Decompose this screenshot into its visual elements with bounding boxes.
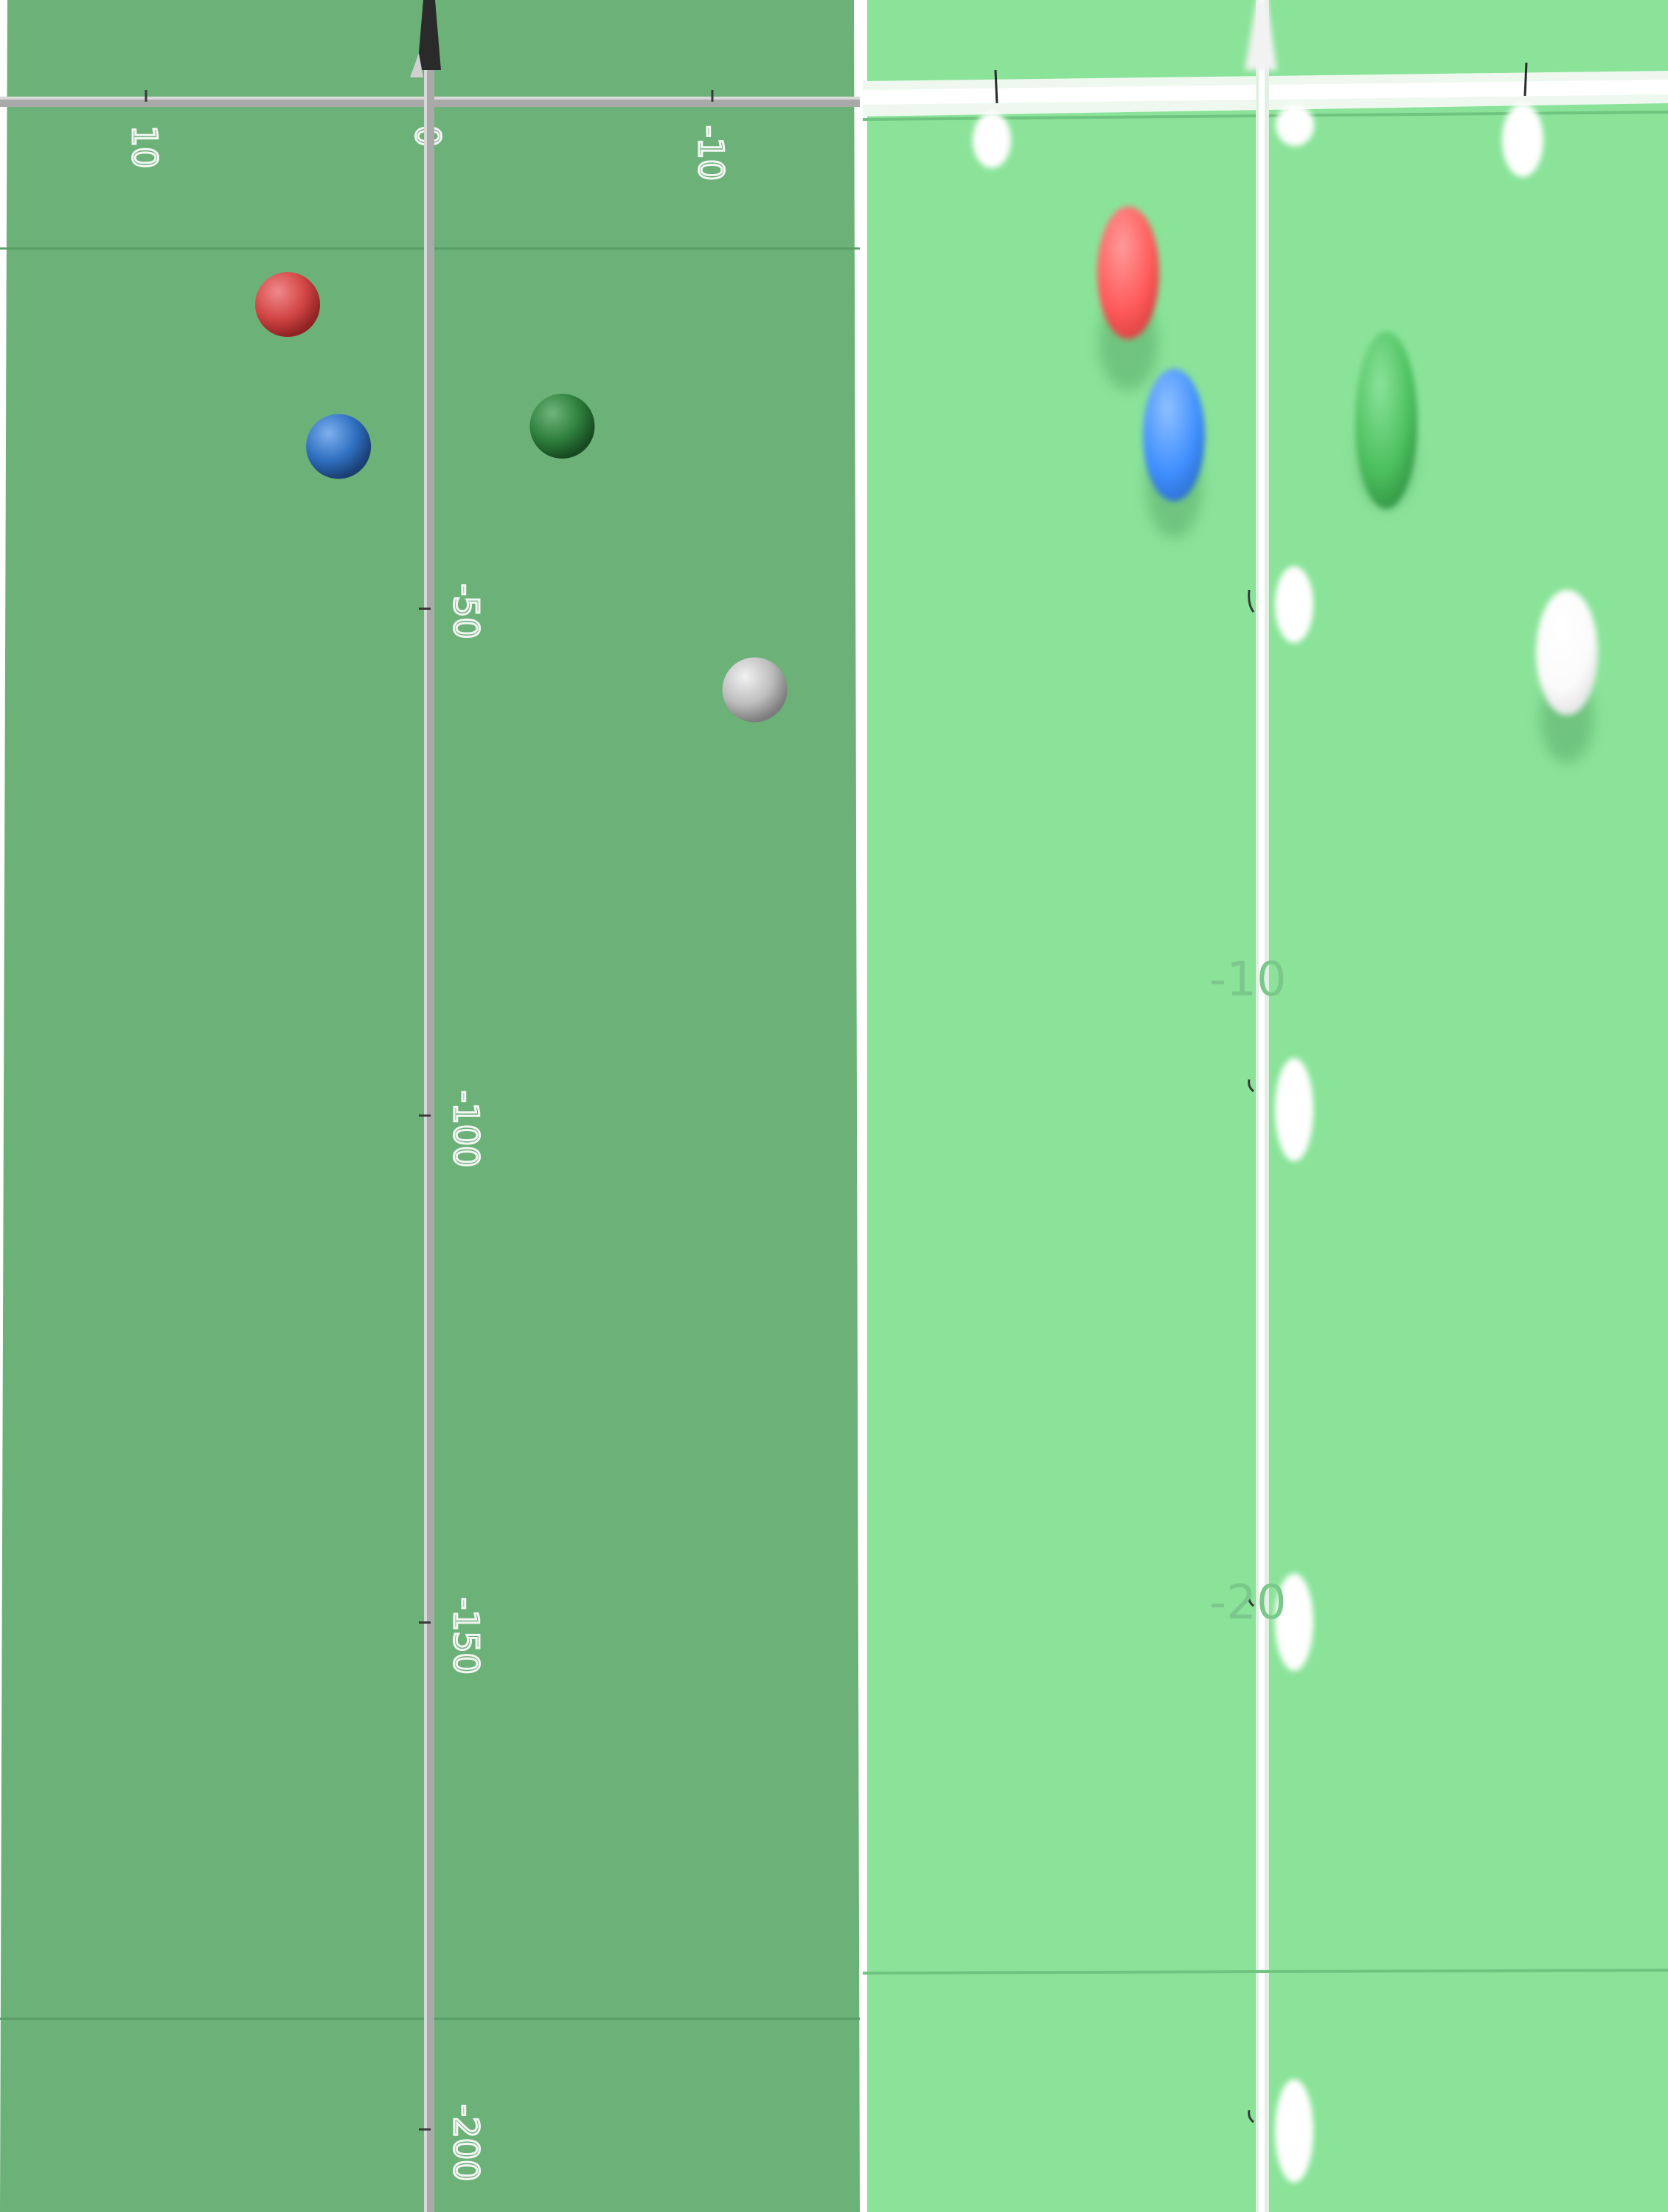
x-tick-label: 10 [125, 125, 164, 169]
marker-white[interactable] [1536, 590, 1598, 715]
x-tick-label-blobs [973, 103, 1543, 177]
left-plot-canvas[interactable]: 100-10 -50 -100 -150 -200 [0, 0, 860, 2212]
x-tick-label: -10 [691, 125, 731, 181]
right-plot-canvas[interactable]: -10 -20 [863, 0, 1668, 2212]
axis-cone-highlight [410, 53, 423, 77]
y-tick-label: -200 [446, 2104, 486, 2181]
y-tick-label-blobs [1275, 566, 1313, 2183]
right-3d-view[interactable]: -10 -20 [863, 0, 1668, 2212]
y-axis-ticks: -50 -100 -150 -200 [419, 582, 487, 2183]
faint-label-neg10: -10 [1209, 953, 1287, 1007]
grid-line [863, 1969, 1668, 1975]
marker-group [255, 272, 788, 723]
x-axis-ticks: 100-10 [124, 90, 732, 182]
marker-blue[interactable] [1143, 369, 1205, 501]
y-tick-label: -50 [446, 584, 486, 639]
marker-red[interactable] [1097, 206, 1159, 339]
marker-green[interactable] [1355, 332, 1417, 509]
x-tick [1523, 62, 1528, 97]
axis-arrow-icon [1245, 0, 1277, 70]
y-tick-label: -150 [446, 1598, 486, 1674]
marker-gray[interactable] [722, 657, 788, 723]
marker-green[interactable] [529, 394, 595, 459]
y-ticks [1248, 589, 1255, 2124]
y-tick-label: -100 [446, 1091, 486, 1167]
marker-blue[interactable] [306, 414, 372, 479]
faint-label-neg20: -20 [1209, 1576, 1287, 1630]
y-axis-highlight [424, 0, 427, 2212]
panel-edge [863, 0, 867, 2212]
y-axis-highlight [1259, 0, 1265, 2212]
left-3d-view[interactable]: 100-10 -50 -100 -150 -200 [0, 0, 860, 2212]
axis-arrow-icon [417, 0, 441, 70]
marker-red[interactable] [255, 272, 320, 337]
x-tick [994, 69, 998, 104]
